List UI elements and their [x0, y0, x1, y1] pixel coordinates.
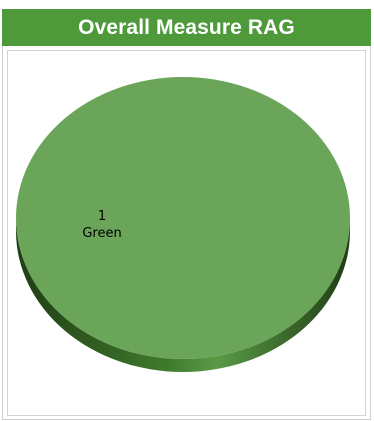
slice-value-label: 1: [98, 209, 106, 224]
pie-chart-area: 1 Green: [7, 50, 366, 416]
chart-frame: 1 Green: [2, 46, 371, 420]
widget-title: Overall Measure RAG: [78, 15, 295, 39]
pie-chart: 1 Green: [16, 77, 350, 372]
widget-header: Overall Measure RAG: [2, 9, 371, 46]
pie-slice-green[interactable]: [16, 77, 350, 359]
slice-category-label: Green: [82, 226, 121, 241]
